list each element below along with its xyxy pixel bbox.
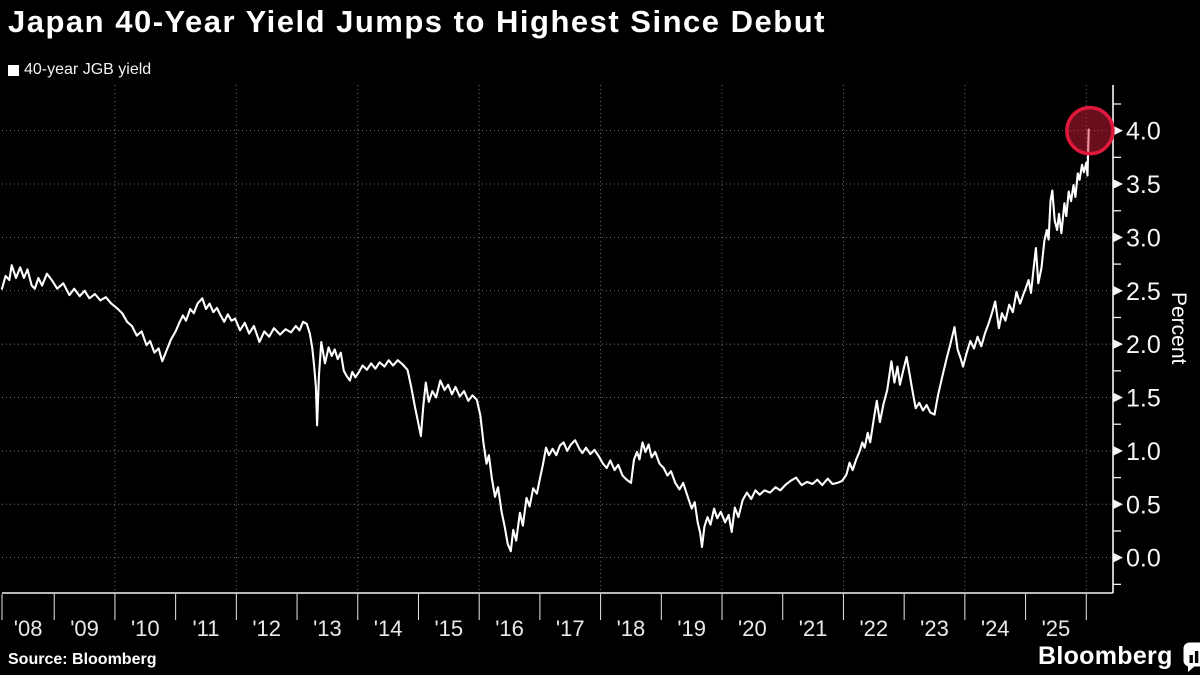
x-axis-label: '21: [799, 616, 828, 641]
y-tick-arrow-icon: [1113, 445, 1123, 456]
legend-label: 40-year JGB yield: [24, 61, 152, 78]
y-tick-arrow-icon: [1113, 552, 1123, 563]
y-tick-arrow-icon: [1113, 285, 1123, 296]
x-axis-label: '15: [434, 616, 463, 641]
x-axis-label: '17: [556, 616, 585, 641]
x-axis-label: '18: [617, 616, 646, 641]
y-axis-label: 3.0: [1126, 224, 1161, 252]
x-axis-label: '23: [920, 616, 949, 641]
y-axis-label: 3.5: [1126, 171, 1161, 199]
highlight-circle: [1065, 105, 1115, 156]
series-line-40y-jgb-yield: [0, 128, 1090, 553]
y-axis-label: 0.5: [1126, 491, 1161, 519]
y-axis-label: 2.0: [1126, 331, 1161, 359]
x-axis-label: '09: [70, 616, 99, 641]
bloomberg-bars-icon: [1183, 642, 1200, 672]
y-axis-label: 2.5: [1126, 278, 1161, 306]
y-tick-arrow-icon: [1113, 232, 1123, 243]
x-axis-label: '08: [14, 616, 43, 641]
x-axis-label: '19: [677, 616, 706, 641]
x-axis-label: '20: [738, 616, 767, 641]
x-axis-label: '10: [131, 616, 160, 641]
y-axis-label: 1.5: [1126, 385, 1161, 413]
legend: 40-year JGB yield: [8, 61, 151, 79]
y-axis-title: Percent: [1167, 292, 1190, 365]
x-axis-label: '13: [313, 616, 342, 641]
x-axis-label: '12: [252, 616, 281, 641]
x-axis-label: '14: [374, 616, 403, 641]
y-tick-arrow-icon: [1113, 339, 1123, 350]
y-tick-arrow-icon: [1113, 179, 1123, 190]
x-axis-label: '11: [192, 616, 219, 641]
y-axis-label: 1.0: [1126, 438, 1161, 466]
y-axis-label: 0.0: [1126, 545, 1161, 573]
y-axis-label: 4.0: [1126, 118, 1161, 146]
x-axis-label: '22: [859, 616, 888, 641]
y-tick-arrow-icon: [1113, 499, 1123, 510]
y-tick-arrow-icon: [1113, 125, 1123, 136]
x-axis-label: '25: [1042, 616, 1071, 641]
source-note: Source: Bloomberg: [8, 651, 157, 668]
chart-title: Japan 40-Year Yield Jumps to Highest Sin…: [8, 4, 826, 39]
y-tick-arrow-icon: [1113, 392, 1123, 403]
bloomberg-logo: Bloomberg: [1038, 641, 1200, 672]
x-axis-label: '16: [495, 616, 524, 641]
bloomberg-wordmark: Bloomberg: [1038, 642, 1173, 670]
x-axis-label: '24: [981, 616, 1010, 641]
legend-swatch-icon: [8, 64, 19, 76]
